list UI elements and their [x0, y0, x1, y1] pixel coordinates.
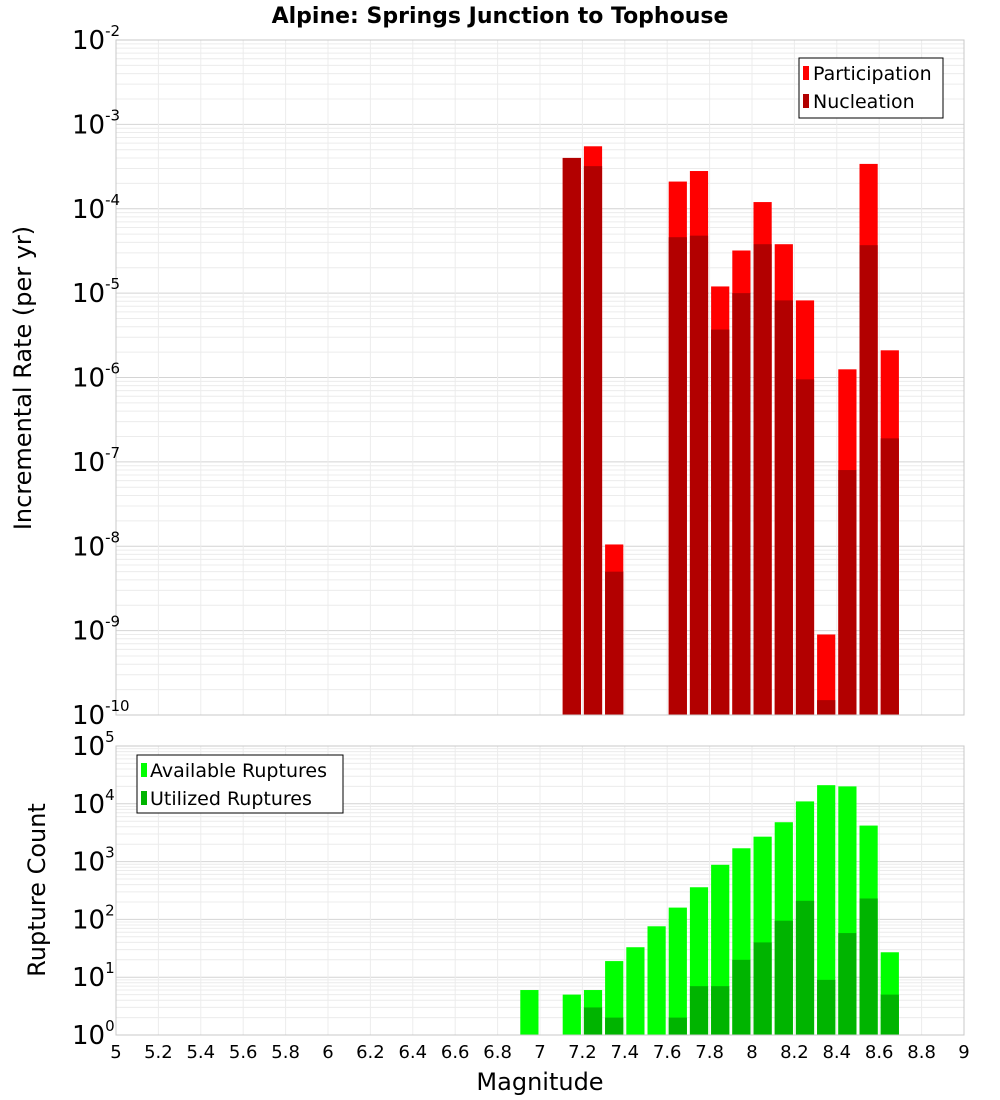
- bottom-bar-utilized-ruptures-8.05: [753, 942, 772, 1035]
- top-bar-nucleation-8.55: [859, 245, 878, 715]
- top-bar-nucleation-7.85: [711, 329, 730, 715]
- bottom-y-tick-label: 103: [72, 844, 115, 878]
- x-tick-label: 6.2: [356, 1042, 385, 1063]
- bottom-bar-utilized-ruptures-7.95: [732, 959, 751, 1035]
- bottom-bar-utilized-ruptures-7.85: [711, 986, 730, 1035]
- top-plot-border: [115, 39, 965, 716]
- bottom-bar-available-ruptures-7.55: [647, 926, 666, 1035]
- x-tick-label: 6.8: [483, 1042, 512, 1063]
- top-bar-nucleation-8.45: [838, 470, 857, 715]
- x-tick-label: 8: [746, 1042, 757, 1063]
- bottom-bar-utilized-ruptures-7.75: [689, 986, 709, 1035]
- top-panel-rates: 10-10 10-9 10-8 10-7 10-6 10-5 10-4 10-3 10-2 In…: [9, 22, 965, 731]
- participation-legend-swatch: [803, 66, 809, 80]
- bottom-y-tick-label: 100: [72, 1017, 115, 1051]
- x-tick-label: 9: [958, 1042, 969, 1063]
- top-y-axis-label: Incremental Rate (per yr): [9, 226, 37, 530]
- nucleation-legend-label: Nucleation: [813, 91, 915, 113]
- x-tick-label: 7.4: [610, 1042, 639, 1063]
- x-tick-label: 7.8: [695, 1042, 724, 1063]
- bottom-y-tick-label: 101: [72, 959, 115, 993]
- bottom-bar-utilized-ruptures-8.45: [838, 933, 857, 1035]
- bottom-y-tick-label: 104: [72, 786, 115, 820]
- bottom-bar-utilized-ruptures-8.15: [774, 920, 793, 1035]
- top-bar-nucleation-8.25: [795, 379, 815, 715]
- x-tick-labels: 5 5.2 5.4 5.6 5.8 6 6.2 6.4 6.6 6.8 7 7.2 7.4 7.6 7.8 8…: [110, 1042, 969, 1063]
- top-y-tick-label: 10-6: [72, 360, 120, 394]
- bottom-bar-utilized-ruptures-8.65: [880, 994, 899, 1035]
- top-y-tick-label: 10-10: [72, 697, 130, 731]
- x-tick-label: 5.8: [271, 1042, 300, 1063]
- top-bar-nucleation-8.35: [817, 700, 836, 715]
- top-bar-nucleation-7.75: [689, 235, 709, 715]
- x-tick-label: 5.6: [229, 1042, 258, 1063]
- x-tick-label: 5.2: [144, 1042, 173, 1063]
- bottom-y-ticks: 100 101 102 103 104 105: [72, 728, 115, 1051]
- top-y-tick-label: 10-4: [72, 191, 120, 225]
- x-tick-label: 6: [322, 1042, 333, 1063]
- top-bar-nucleation-8.15: [774, 300, 793, 715]
- bottom-legend-box: [136, 754, 344, 814]
- bottom-bar-available-ruptures-8.35: [817, 785, 836, 1035]
- x-tick-label: 6.6: [441, 1042, 470, 1063]
- top-bar-nucleation-8.05: [753, 244, 772, 716]
- bottom-bar-available-ruptures-7.35: [605, 961, 624, 1035]
- bottom-legend: Available Ruptures Utilized Ruptures: [136, 754, 344, 814]
- bottom-bar-utilized-ruptures-7.25: [583, 1007, 603, 1035]
- x-tick-label: 7: [534, 1042, 545, 1063]
- x-tick-label: 8.6: [865, 1042, 894, 1063]
- x-tick-label: 8.2: [780, 1042, 809, 1063]
- bottom-bar-available-ruptures-7.15: [562, 994, 581, 1035]
- top-y-tick-label: 10-2: [72, 22, 120, 56]
- participation-legend-label: Participation: [813, 63, 932, 85]
- top-y-tick-label: 10-7: [72, 444, 120, 478]
- bottom-panel-counts: 100 101 102 103 104 105 Rupture Count Availab…: [23, 728, 965, 1051]
- available-ruptures-legend-swatch: [141, 763, 147, 777]
- bottom-bar-available-ruptures-6.95: [520, 990, 539, 1035]
- top-bar-nucleation-7.35: [605, 571, 624, 715]
- top-legend: Participation Nucleation: [798, 57, 944, 119]
- top-y-ticks: 10-10 10-9 10-8 10-7 10-6 10-5 10-4 10-3 10-2: [72, 22, 130, 731]
- available-ruptures-legend-label: Available Ruptures: [150, 760, 327, 782]
- top-y-tick-label: 10-5: [72, 275, 120, 309]
- utilized-ruptures-legend-label: Utilized Ruptures: [150, 788, 312, 810]
- bottom-bar-utilized-ruptures-8.35: [817, 979, 836, 1035]
- bottom-bar-utilized-ruptures-7.35: [605, 1017, 624, 1035]
- bottom-y-tick-label: 102: [72, 901, 115, 935]
- x-tick-label: 8.8: [907, 1042, 936, 1063]
- utilized-ruptures-legend-swatch: [141, 791, 147, 805]
- bottom-bar-utilized-ruptures-7.65: [668, 1017, 687, 1035]
- x-tick-label: 5.4: [186, 1042, 215, 1063]
- top-bar-nucleation-7.65: [668, 237, 687, 715]
- bottom-bar-available-ruptures-7.65: [668, 907, 687, 1035]
- top-y-tick-label: 10-8: [72, 528, 120, 562]
- nucleation-legend-swatch: [803, 94, 809, 108]
- bottom-bar-available-ruptures-7.45: [626, 947, 645, 1035]
- top-bar-nucleation-7.15: [562, 157, 581, 716]
- x-tick-label: 7.6: [653, 1042, 682, 1063]
- chart-title: Alpine: Springs Junction to Tophouse: [272, 4, 729, 29]
- bottom-bars: [520, 785, 899, 1035]
- top-bars: [562, 146, 899, 716]
- top-grid: [115, 40, 965, 716]
- x-axis-label: Magnitude: [476, 1068, 603, 1096]
- bottom-plot-border: [115, 745, 965, 1036]
- bottom-bar-utilized-ruptures-8.25: [795, 900, 815, 1035]
- bottom-bar-utilized-ruptures-8.55: [859, 898, 878, 1035]
- x-tick-label: 8.4: [822, 1042, 851, 1063]
- x-tick-label: 7.2: [568, 1042, 597, 1063]
- top-legend-box: [798, 57, 944, 119]
- x-tick-label: 5: [110, 1042, 121, 1063]
- top-bar-nucleation-7.95: [732, 293, 751, 715]
- bottom-y-tick-label: 105: [72, 728, 115, 762]
- top-y-tick-label: 10-3: [72, 106, 120, 140]
- top-bar-participation-8.35: [817, 634, 836, 715]
- top-bar-nucleation-7.25: [583, 166, 603, 715]
- top-bar-nucleation-8.65: [880, 438, 899, 715]
- x-tick-label: 6.4: [398, 1042, 427, 1063]
- top-y-tick-label: 10-9: [72, 613, 120, 647]
- bottom-y-axis-label: Rupture Count: [23, 803, 51, 977]
